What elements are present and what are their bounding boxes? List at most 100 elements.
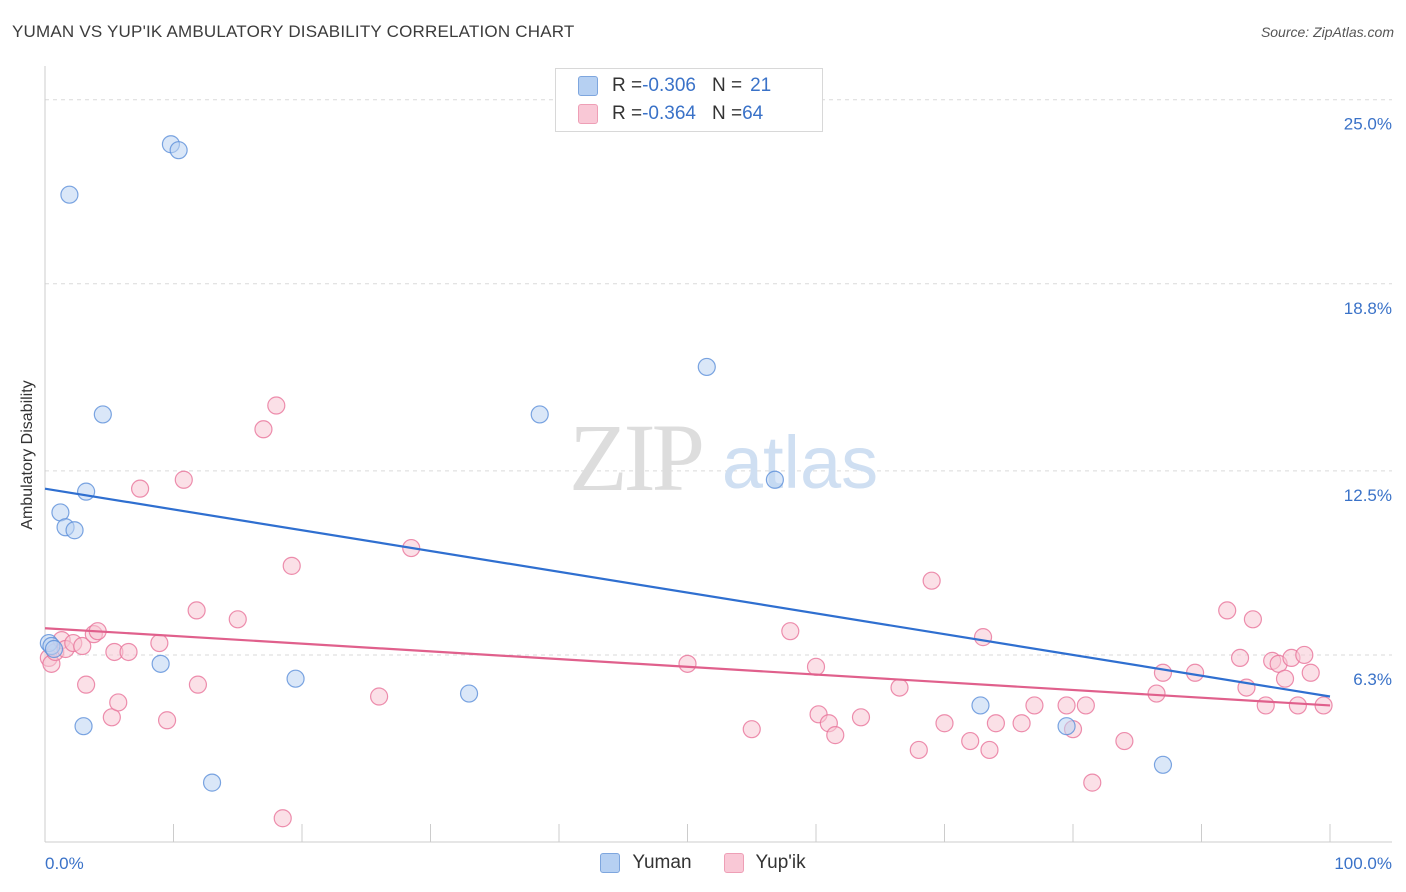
- point-yupik: [77, 675, 96, 694]
- point-yupik: [1256, 696, 1275, 715]
- point-yuman: [202, 773, 222, 792]
- point-yupik: [961, 731, 980, 751]
- y-tick-label: 12.5%: [1344, 486, 1392, 505]
- axis-layer: [44, 66, 1392, 843]
- point-yuman: [65, 521, 84, 540]
- watermark: ZIP atlas: [569, 404, 878, 511]
- y-tick-label: 6.3%: [1353, 670, 1392, 689]
- point-yuman: [93, 405, 112, 424]
- point-yupik: [1288, 696, 1307, 715]
- point-yupik: [1012, 714, 1031, 733]
- yupik-swatch: [578, 104, 598, 124]
- yuman-swatch: [578, 76, 598, 96]
- yupik-swatch: [723, 853, 744, 873]
- n-label: N =: [711, 75, 743, 96]
- point-yupik: [1153, 663, 1173, 682]
- point-yuman: [1153, 755, 1173, 774]
- watermark-atlas: atlas: [722, 421, 878, 504]
- n-value: 21: [750, 75, 772, 96]
- points-layer: [39, 135, 1333, 828]
- grid-layer: [45, 99, 1392, 656]
- point-yupik: [174, 470, 193, 489]
- point-yupik: [1218, 601, 1237, 620]
- legend-label-yupik: Yup'ik: [755, 852, 806, 873]
- point-yupik: [909, 740, 928, 760]
- yuman-swatch: [600, 853, 621, 873]
- point-yupik: [130, 479, 150, 498]
- point-yupik: [370, 687, 389, 706]
- point-yupik: [1057, 696, 1076, 715]
- y-tick-label: 25.0%: [1344, 115, 1392, 134]
- x-tick-label-min: 0.0%: [45, 854, 84, 873]
- point-yuman: [60, 185, 79, 204]
- point-yuman: [697, 357, 716, 377]
- point-yupik: [1025, 696, 1044, 715]
- y-tick-label: 18.8%: [1344, 299, 1392, 318]
- point-yuman: [1057, 717, 1076, 736]
- point-yupik: [826, 726, 845, 745]
- point-yuman: [169, 141, 188, 160]
- point-yupik: [935, 714, 954, 733]
- point-yuman: [77, 482, 96, 501]
- point-yupik: [254, 420, 273, 439]
- point-yupik: [1301, 663, 1320, 682]
- point-yupik: [1083, 773, 1102, 792]
- point-yupik: [806, 657, 826, 676]
- point-yupik: [73, 636, 92, 656]
- point-yupik: [150, 633, 169, 653]
- point-yupik: [188, 675, 208, 694]
- stats-row-yupik: R = -0.364 N = 64: [578, 103, 763, 125]
- legend-label-yuman: Yuman: [632, 852, 692, 873]
- trendline-yuman: [44, 487, 1331, 698]
- point-yupik: [157, 711, 177, 730]
- point-yuman: [74, 717, 93, 736]
- point-yupik: [1295, 645, 1314, 665]
- trendline-yupik: [44, 627, 1331, 707]
- chart-title: YUMAN VS YUP'IK AMBULATORY DISABILITY CO…: [12, 22, 575, 41]
- r-value: -0.306: [642, 75, 696, 96]
- point-yupik: [922, 571, 941, 590]
- point-yupik: [890, 678, 909, 697]
- point-yupik: [781, 622, 800, 641]
- stats-row-yuman: R = -0.306 N = 21: [578, 75, 771, 97]
- point-yupik: [1076, 696, 1095, 715]
- point-yupik: [228, 610, 247, 629]
- point-yupik: [1230, 648, 1250, 668]
- r-value: -0.364: [642, 103, 696, 124]
- point-yuman: [530, 405, 549, 424]
- point-yupik: [973, 628, 993, 647]
- point-yupik: [980, 740, 999, 760]
- point-yupik: [273, 809, 292, 828]
- series-legend: Yuman Yup'ik: [0, 852, 1406, 874]
- point-yupik: [1115, 731, 1134, 751]
- point-yuman: [971, 696, 990, 715]
- point-yupik: [1275, 669, 1295, 688]
- point-yupik: [109, 693, 128, 712]
- point-yupik: [742, 720, 761, 739]
- tick-label-layer: 6.3% 12.5% 18.8% 25.0% 0.0% 100.0%: [45, 115, 1392, 873]
- point-yuman: [286, 669, 305, 688]
- x-tick-label-max: 100.0%: [1334, 854, 1392, 873]
- r-label: R =: [612, 75, 643, 96]
- source-label: Source: ZipAtlas.com: [1260, 24, 1394, 40]
- point-yupik: [678, 654, 697, 673]
- n-label: N =: [711, 103, 743, 124]
- point-yuman: [151, 654, 170, 673]
- r-label: R =: [612, 103, 643, 124]
- point-yupik: [1243, 610, 1263, 629]
- legend-item-yupik[interactable]: Yup'ik: [723, 852, 806, 874]
- point-yupik: [986, 714, 1006, 733]
- point-yuman: [459, 684, 479, 703]
- point-yupik: [187, 601, 206, 620]
- point-yuman: [765, 470, 784, 489]
- legend-item-yuman[interactable]: Yuman: [600, 852, 692, 874]
- point-yupik: [282, 556, 301, 575]
- stats-legend: R = -0.306 N = 21 R = -0.364 N = 64: [555, 68, 823, 132]
- point-yupik: [851, 708, 871, 727]
- point-yuman: [44, 639, 64, 659]
- watermark-zip: ZIP: [569, 404, 702, 511]
- point-yupik: [267, 396, 286, 415]
- n-value: 64: [742, 103, 764, 124]
- trend-layer: [44, 487, 1331, 707]
